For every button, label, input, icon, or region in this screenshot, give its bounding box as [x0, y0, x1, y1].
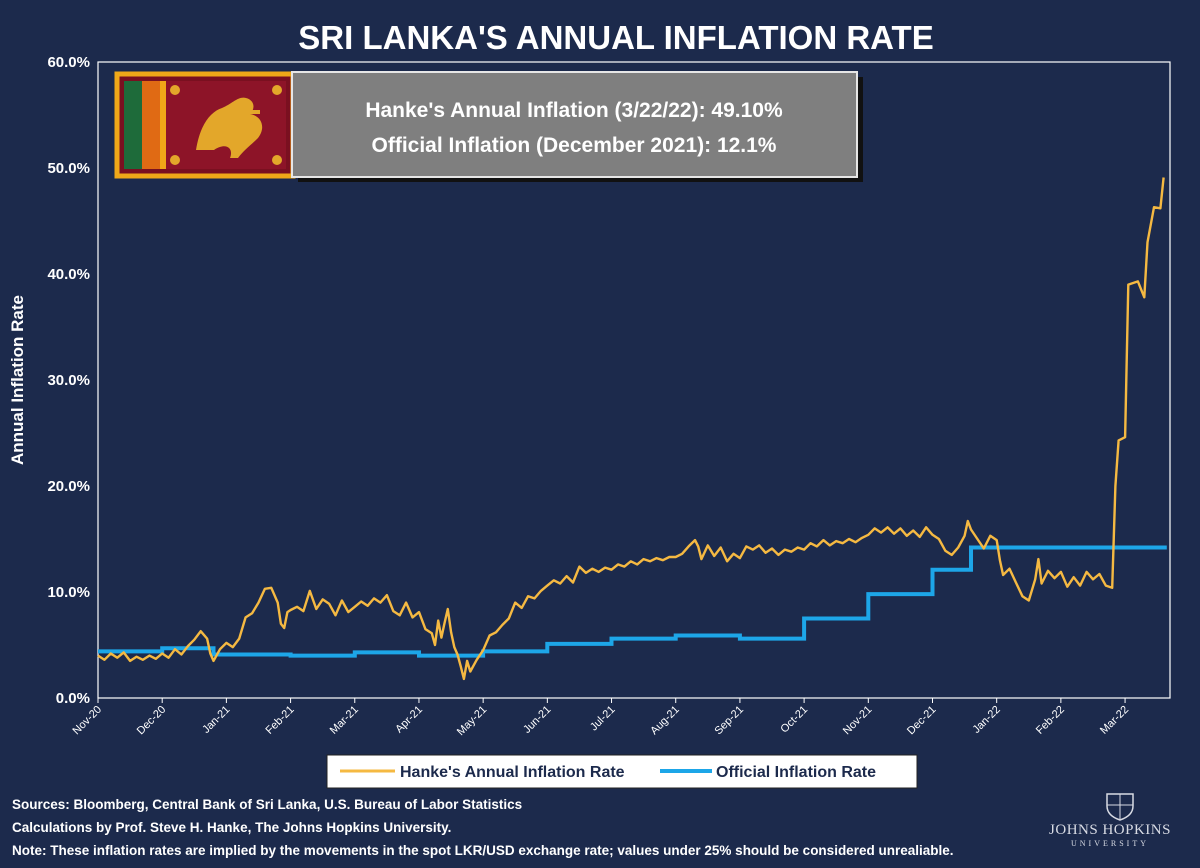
- sri-lanka-flag-icon: [114, 71, 296, 179]
- annotation-box: Hanke's Annual Inflation (3/22/22): 49.1…: [291, 71, 863, 182]
- x-tick-label: Feb-21: [264, 704, 297, 737]
- y-tick-label: 10.0%: [47, 584, 90, 601]
- jhu-logo-name: JOHNS HOPKINS: [1049, 822, 1171, 838]
- y-axis-label: Annual Inflation Rate: [8, 295, 27, 465]
- series-line-hanke: [97, 177, 1165, 681]
- x-tick-label: Aug-21: [648, 704, 682, 738]
- y-tick-label: 20.0%: [47, 478, 90, 495]
- plot-area: [97, 61, 1171, 699]
- y-tick-label: 60.0%: [47, 54, 90, 71]
- x-tick-label: Sep-21: [712, 704, 746, 738]
- jhu-shield-icon: [1106, 793, 1134, 821]
- legend-label-hanke: Hanke's Annual Inflation Rate: [400, 764, 625, 781]
- x-tick-label: Nov-20: [71, 704, 105, 738]
- footer-note: Note: These inflation rates are implied …: [12, 843, 954, 858]
- x-tick-label: Jul-21: [588, 704, 618, 734]
- y-tick-label: 40.0%: [47, 266, 90, 283]
- series-line-official: [98, 545, 1167, 658]
- annotation-official: Official Inflation (December 2021): 12.1…: [372, 134, 777, 157]
- x-tick-label: Jan-22: [971, 704, 1003, 736]
- x-tick-label: Feb-22: [1034, 704, 1067, 737]
- x-tick-label: Nov-21: [841, 704, 875, 738]
- x-tick-label: Dec-20: [135, 704, 169, 738]
- legend-label-official: Official Inflation Rate: [716, 764, 876, 781]
- jhu-logo-sub: UNIVERSITY: [1071, 839, 1149, 848]
- chart-title: SRI LANKA'S ANNUAL INFLATION RATE: [298, 19, 933, 56]
- y-axis: 0.0% 10.0% 20.0% 30.0% 40.0% 50.0% 60.0%: [47, 54, 90, 707]
- x-tick-label: May-21: [455, 704, 489, 738]
- x-tick-label: Oct-21: [778, 704, 810, 736]
- x-tick-label: Jun-21: [521, 704, 553, 736]
- footer-sources: Sources: Bloomberg, Central Bank of Sri …: [12, 797, 523, 812]
- x-tick-label: Mar-22: [1098, 704, 1131, 737]
- x-tick-label: Apr-21: [393, 704, 425, 736]
- x-axis: Nov-20 Dec-20 Jan-21 Feb-21 Mar-21 Apr-21 May-…: [71, 698, 1131, 738]
- y-tick-label: 30.0%: [47, 372, 90, 389]
- y-tick-label: 50.0%: [47, 160, 90, 177]
- x-tick-label: Mar-21: [328, 704, 361, 737]
- x-tick-label: Dec-21: [905, 704, 939, 738]
- jhu-logo: JOHNS HOPKINS UNIVERSITY: [1040, 822, 1180, 848]
- x-tick-label: Jan-21: [200, 704, 232, 736]
- y-tick-label: 0.0%: [56, 690, 90, 707]
- annotation-hanke: Hanke's Annual Inflation (3/22/22): 49.1…: [365, 99, 783, 122]
- legend: Hanke's Annual Inflation Rate Official I…: [326, 754, 918, 789]
- footer-calculations: Calculations by Prof. Steve H. Hanke, Th…: [12, 820, 452, 835]
